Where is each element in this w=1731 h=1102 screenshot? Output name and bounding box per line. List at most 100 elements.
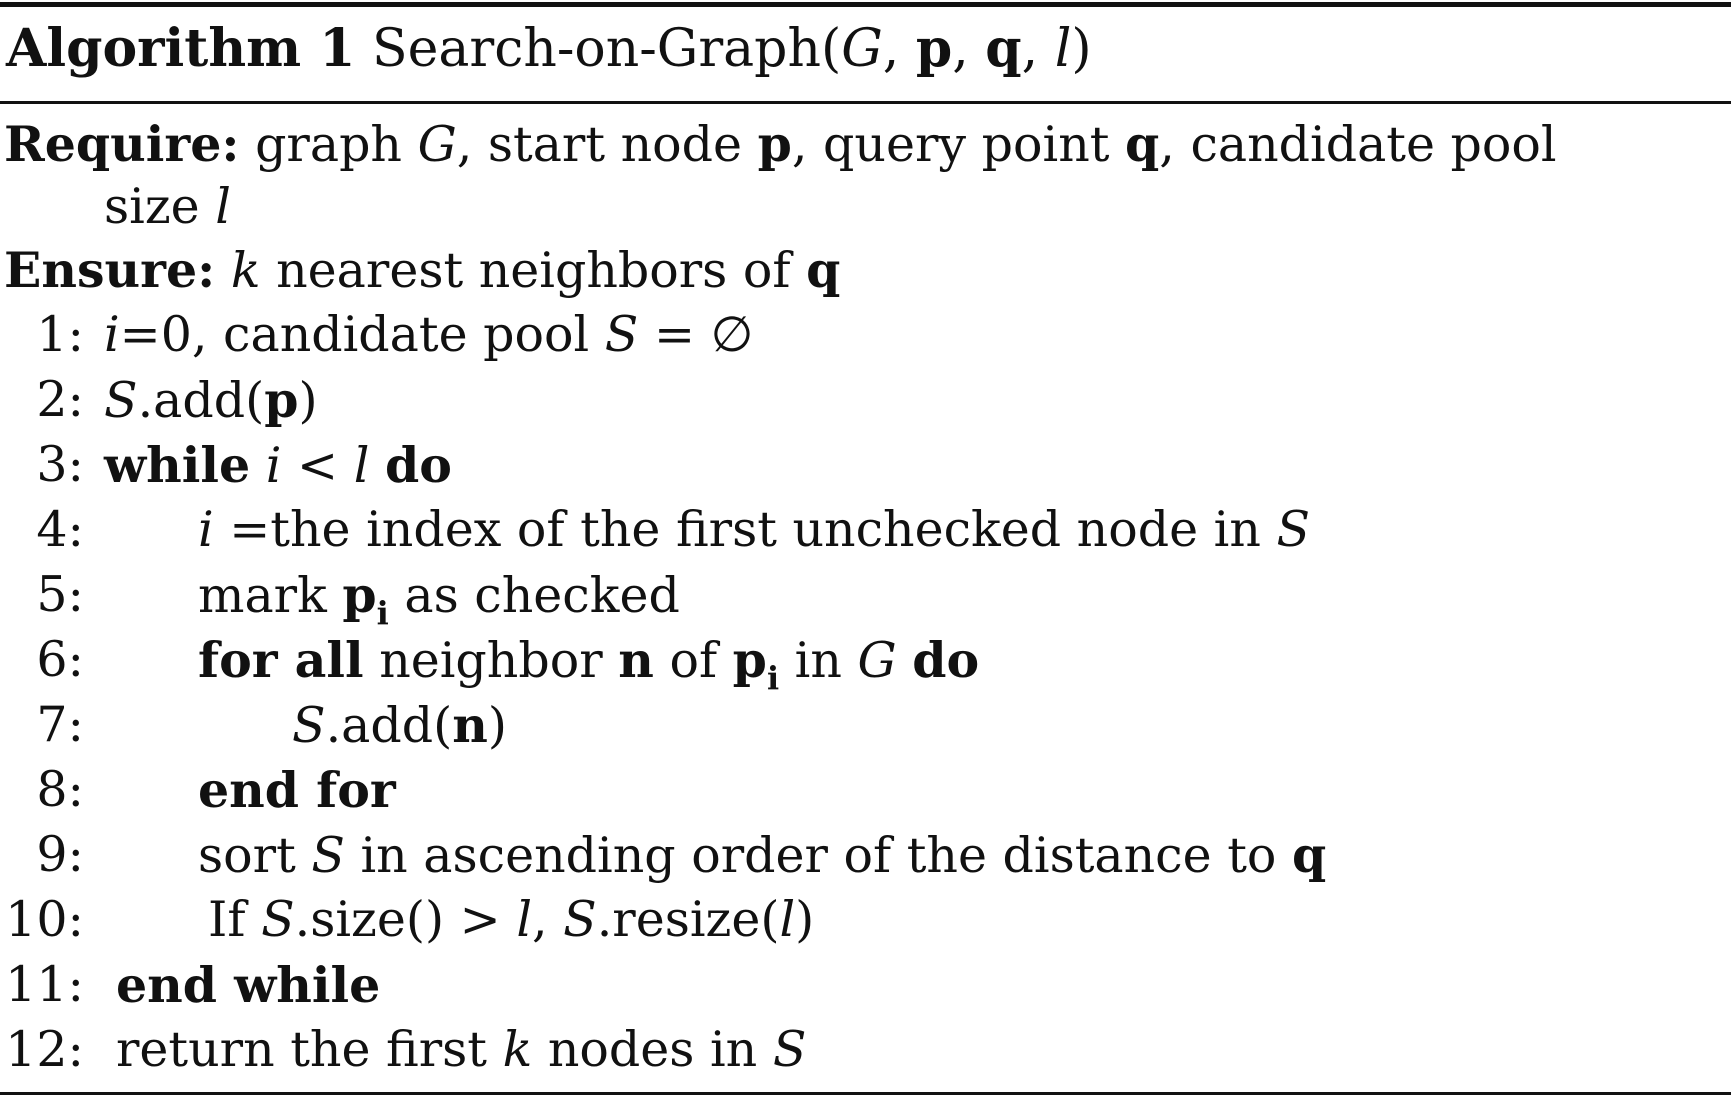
line-text: =the index of the first unchecked node i… xyxy=(229,501,1261,558)
middle-rule xyxy=(0,101,1731,104)
line-text: .add( xyxy=(137,372,265,429)
line-text: ) xyxy=(298,372,318,429)
algo-line-4: 4: i =the index of the first unchecked n… xyxy=(0,498,1731,562)
line-body: end for xyxy=(198,758,396,823)
top-rule xyxy=(0,2,1731,7)
line-number: 2: xyxy=(36,371,84,428)
require-text-3: , query point xyxy=(791,116,1110,173)
line-number: 4: xyxy=(36,501,84,558)
require-line: Require: graph G, start node p, query po… xyxy=(0,112,1731,176)
line-text: return the first xyxy=(116,1021,487,1078)
line-text: =0, candidate pool xyxy=(119,306,590,363)
subscript-i: i xyxy=(766,659,780,697)
line-number: 5: xyxy=(36,566,84,623)
algo-line-11: 11: end while xyxy=(0,953,1731,1017)
keyword-while: while xyxy=(104,436,251,494)
title-close: ) xyxy=(1071,19,1092,79)
title-name: Search-on-Graph( xyxy=(371,19,842,79)
line-text: nodes in xyxy=(547,1021,758,1078)
line-body: S.add(n) xyxy=(292,693,507,758)
var-s: S xyxy=(292,697,326,754)
subscript-i: i xyxy=(376,594,389,632)
var-p: p xyxy=(342,566,377,624)
line-text: as checked xyxy=(404,567,680,624)
var-p: p xyxy=(732,631,767,689)
algo-line-10: 10: If S.size() > l, S.resize(l) xyxy=(0,888,1731,952)
line-body: i=0, candidate pool S = ∅ xyxy=(104,303,753,367)
bottom-rule xyxy=(0,1092,1731,1095)
line-text: in xyxy=(794,632,842,689)
line-number: 9: xyxy=(36,826,84,883)
line-body: i =the index of the first unchecked node… xyxy=(198,498,1310,562)
var-l: l xyxy=(516,891,532,948)
line-body: sort S in ascending order of the distanc… xyxy=(198,823,1326,888)
line-text: ) xyxy=(795,891,815,948)
algo-line-6: 6: for all neighbor n of pi in G do xyxy=(0,628,1731,697)
line-number: 12: xyxy=(5,1021,84,1078)
keyword-end-while: end while xyxy=(116,956,381,1014)
var-s: S xyxy=(772,1021,807,1078)
var-l: l xyxy=(779,891,796,948)
var-p: p xyxy=(264,371,299,429)
algo-line-12: 12: return the first k nodes in S xyxy=(0,1018,1731,1082)
line-body: end while xyxy=(116,953,380,1018)
var-n: n xyxy=(618,631,654,689)
algo-line-9: 9: sort S in ascending order of the dist… xyxy=(0,823,1731,887)
require-g: G xyxy=(417,116,457,173)
require-continuation: size l xyxy=(0,175,1731,239)
algo-line-7: 7: S.add(n) xyxy=(0,693,1731,757)
title-label: Algorithm 1 xyxy=(6,18,356,79)
var-s: S xyxy=(1276,501,1311,558)
line-number: 10: xyxy=(5,891,84,948)
line-body: return the first k nodes in S xyxy=(116,1018,806,1082)
line-text: .add( xyxy=(325,697,453,754)
algorithm-title: Algorithm 1 Search-on-Graph(G, p, q, l) xyxy=(0,17,1731,81)
var-s: S xyxy=(261,891,295,948)
algo-line-5: 5: mark pi as checked xyxy=(0,563,1731,632)
line-text: neighbor xyxy=(379,632,603,689)
require-text-5: size xyxy=(104,178,200,235)
line-text: in ascending order of the distance to xyxy=(360,827,1277,884)
require-label: Require: xyxy=(4,115,240,173)
line-text: of xyxy=(669,632,718,689)
require-continuation-content: size l xyxy=(104,175,231,239)
line-text: , xyxy=(531,891,548,948)
var-k: k xyxy=(502,1021,533,1078)
line-text: < xyxy=(297,437,339,494)
ensure-q: q xyxy=(806,241,841,299)
line-number: 1: xyxy=(36,306,84,363)
var-i: i xyxy=(104,306,120,363)
keyword-end-for: end for xyxy=(198,761,396,819)
line-text: ) xyxy=(487,697,507,754)
ensure-text: nearest neighbors of xyxy=(276,242,791,299)
title-l: l xyxy=(1054,19,1072,79)
line-text: .resize( xyxy=(596,891,780,948)
line-number: 11: xyxy=(5,956,84,1013)
line-number: 3: xyxy=(36,436,84,493)
line-text: mark xyxy=(198,567,327,624)
require-p: p xyxy=(757,115,792,173)
line-body: mark pi as checked xyxy=(198,563,680,633)
require-l: l xyxy=(215,178,231,235)
var-g: G xyxy=(857,632,897,689)
algo-line-8: 8: end for xyxy=(0,758,1731,822)
keyword-do: do xyxy=(384,436,452,494)
line-number: 6: xyxy=(36,631,84,688)
var-q: q xyxy=(1291,826,1327,884)
keyword-do: do xyxy=(912,631,980,689)
require-q: q xyxy=(1125,115,1160,173)
var-s: S xyxy=(604,306,639,363)
title-g: G xyxy=(841,19,883,79)
line-text: If xyxy=(208,891,246,948)
ensure-k: k xyxy=(230,242,261,299)
var-l: l xyxy=(353,437,370,494)
ensure-line: Ensure: k nearest neighbors of q xyxy=(0,238,1731,302)
algo-line-2: 2: S.add(p) xyxy=(0,368,1731,432)
ensure-label: Ensure: xyxy=(4,241,216,299)
algo-line-1: 1: i=0, candidate pool S = ∅ xyxy=(0,303,1731,367)
require-text-1: graph xyxy=(255,116,402,173)
require-content: Require: graph G, start node p, query po… xyxy=(4,112,1557,177)
line-number: 7: xyxy=(36,696,84,753)
line-text: = ∅ xyxy=(653,306,754,363)
